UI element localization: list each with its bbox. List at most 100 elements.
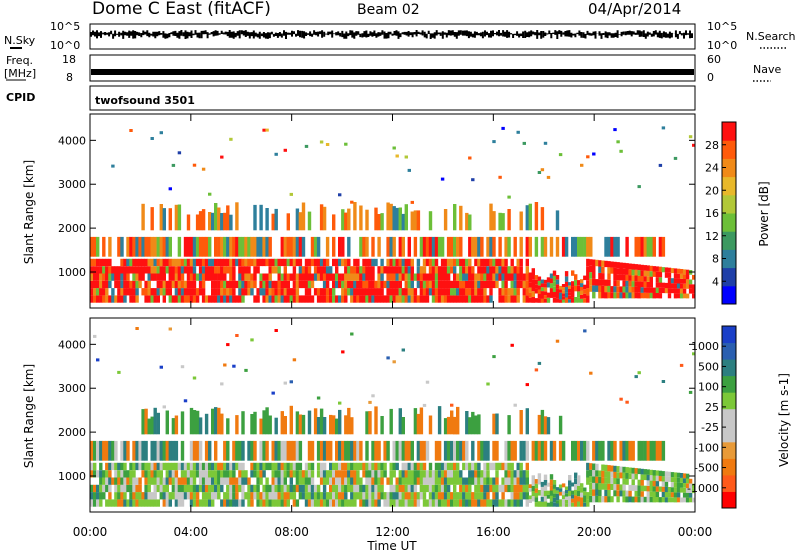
echo-cell [238,470,242,478]
echo-cell [238,288,242,296]
echo-cell [335,258,339,267]
echo-cell [646,287,650,293]
echo-cell [664,497,669,503]
echo-cell [676,477,681,483]
echo-cell [347,440,351,461]
echo-cell [250,258,254,267]
echo-cell [259,236,263,257]
echo-cell [568,496,572,502]
echo-cell [428,236,433,257]
echo-cell [356,280,360,289]
colorbar-segment [722,194,736,214]
echo-cell [220,288,224,296]
echo-speckle [316,396,321,400]
echo-cell [522,273,526,281]
echo-cell [256,470,260,478]
echo-cell [661,267,666,273]
echo-cell [165,280,169,289]
echo-speckle [688,390,693,394]
echo-cell [301,266,306,274]
echo-cell [208,212,212,231]
echo-cell [319,440,324,461]
echo-cell [407,499,411,507]
echo-cell [419,280,424,289]
echo-cell [156,484,160,493]
freq-label-2: [MHz] [4,67,36,80]
echo-cell [365,440,369,461]
echo-cell [217,492,221,500]
echo-cell [96,273,100,281]
echo-cell [386,266,390,274]
echo-speckle [226,343,230,347]
echo-cell [144,440,148,461]
echo-cell [365,209,369,231]
echo-cell [555,288,560,294]
echo-cell [229,266,233,274]
echo-cell [525,477,529,485]
echo-cell [564,271,569,277]
echo-cell [658,440,663,461]
echo-cell [676,472,681,478]
echo-cell [365,280,369,289]
echo-cell [105,295,109,303]
echo-cell [398,477,402,485]
echo-cell [99,288,103,296]
echo-cell [465,273,469,281]
echo-cell [335,499,339,507]
echo-cell [531,475,535,481]
echo-cell [589,495,593,503]
echo-cell [271,470,275,478]
echo-cell [177,484,182,493]
echo-cell [350,266,354,274]
echo-cell [643,440,647,461]
echo-cell [389,203,393,231]
echo-cell [471,273,475,281]
echo-cell [561,502,566,507]
echo-cell [434,266,439,274]
echo-cell [292,484,297,493]
echo-cell [102,280,106,289]
echo-cell [661,440,666,461]
echo-cell [513,273,517,281]
echo-cell [428,484,433,493]
echo-cell [265,462,269,471]
echo-cell [437,295,442,303]
echo-cell [586,280,590,289]
echo-cell [250,236,254,257]
echo-cell [129,499,133,507]
echo-cell [685,274,690,280]
echo-cell [180,411,185,435]
echo-cell [682,288,687,294]
echo-cell [368,499,372,507]
echo-cell [543,496,548,502]
echo-cell [552,493,557,498]
echo-cell [141,236,145,257]
echo-cell [365,499,369,507]
echo-cell [359,266,363,274]
echo-cell [549,485,554,491]
echo-cell [450,477,454,485]
echo-cell [580,287,584,291]
echo-cell [507,266,511,274]
echo-cell [235,295,239,303]
colorbar-segment [722,425,736,443]
echo-cell [622,274,626,281]
echo-cell [604,292,608,299]
echo-cell [658,277,663,283]
echo-cell [165,499,169,507]
echo-cell [434,288,439,296]
echo-cell [625,467,629,473]
echo-cell [652,470,656,476]
echo-cell [268,266,272,274]
echo-cell [289,295,293,303]
echo-cell [480,288,484,296]
echo-cell [416,477,421,485]
echo-cell [540,236,545,257]
echo-cell [144,477,148,485]
echo-cell [171,462,176,471]
echo-cell [117,499,121,507]
echo-cell [153,484,157,493]
echo-cell [162,484,166,493]
xtick-label: 04:00 [174,525,209,539]
echo-cell [283,416,287,435]
